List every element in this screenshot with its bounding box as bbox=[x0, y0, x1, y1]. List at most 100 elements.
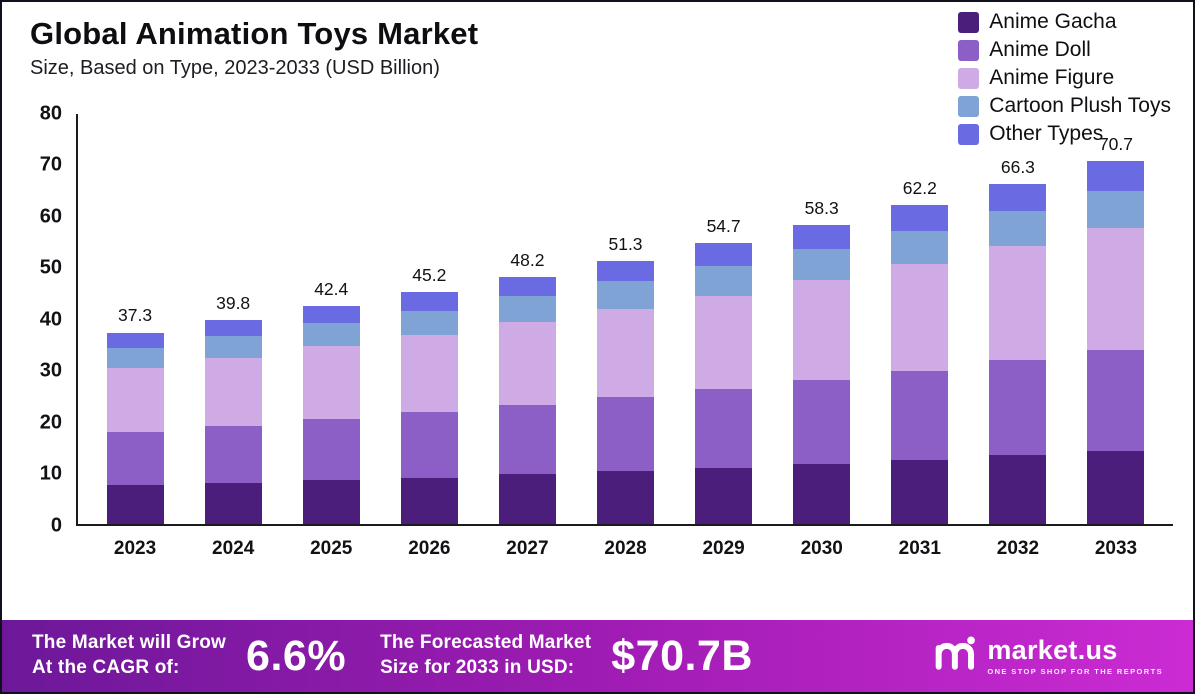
x-axis-label: 2027 bbox=[506, 537, 549, 559]
bar-segment-cartoon-plush-toys bbox=[204, 336, 262, 358]
stacked-bar bbox=[891, 204, 949, 524]
bar-total-label: 54.7 bbox=[706, 216, 741, 237]
x-axis-label: 2032 bbox=[996, 537, 1040, 559]
bar-segment-anime-gacha bbox=[793, 463, 851, 524]
x-axis-label: 2029 bbox=[702, 537, 745, 559]
chart-area: Global Animation Toys Market Size, Based… bbox=[2, 2, 1193, 620]
bar-segment-cartoon-plush-toys bbox=[400, 311, 458, 336]
bar-segment-anime-doll bbox=[891, 370, 949, 461]
chart-region: 0 10 20 30 40 50 60 70 80 37.3 39.8 42.4 45.2 48.2 51… bbox=[20, 102, 1173, 560]
legend: Anime Gacha Anime Doll Anime Figure Cartoon… bbox=[958, 10, 1171, 146]
bar-segment-other-types bbox=[597, 260, 655, 282]
bar-total-label: 70.7 bbox=[1098, 134, 1134, 155]
bar-segment-anime-figure bbox=[793, 280, 851, 381]
bar-segment-other-types bbox=[891, 204, 949, 232]
bar-segment-anime-figure bbox=[989, 246, 1047, 361]
legend-item-other-types: Other Types bbox=[958, 122, 1171, 146]
bar-group-2031: 62.2 bbox=[871, 114, 969, 524]
bar-group-2033: 70.7 bbox=[1067, 114, 1165, 524]
bar-segment-cartoon-plush-toys bbox=[891, 231, 949, 265]
footer-banner: The Market will Grow At the CAGR of: 6.6… bbox=[2, 620, 1193, 692]
bar-segment-anime-doll bbox=[597, 397, 655, 471]
bar-segment-anime-doll bbox=[695, 389, 753, 468]
bar-segment-anime-figure bbox=[695, 295, 753, 390]
bar-group-2029: 54.7 bbox=[675, 114, 773, 524]
x-axis-label: 2031 bbox=[898, 537, 941, 559]
bar-segment-anime-gacha bbox=[498, 473, 556, 524]
x-axis-label: 2024 bbox=[212, 537, 255, 559]
forecast-label-line1: The Forecasted Market bbox=[380, 632, 592, 654]
bar-segment-cartoon-plush-toys bbox=[498, 296, 556, 323]
bar-segment-anime-doll bbox=[400, 412, 458, 478]
stacked-bar bbox=[1087, 161, 1145, 524]
bar-total-label: 37.3 bbox=[118, 305, 153, 326]
bar-group-2025: 42.4 bbox=[282, 114, 380, 524]
x-axis-label: 2026 bbox=[408, 537, 451, 559]
bar-segment-cartoon-plush-toys bbox=[302, 323, 360, 347]
chart-header: Global Animation Toys Market Size, Based… bbox=[30, 16, 1173, 80]
legend-label: Other Types bbox=[989, 122, 1104, 145]
bar-total-label: 42.4 bbox=[314, 279, 349, 300]
y-tick-label: 40 bbox=[39, 308, 62, 331]
legend-item-anime-gacha: Anime Gacha bbox=[958, 10, 1171, 34]
bar-segment-other-types bbox=[989, 183, 1047, 211]
bar-segment-cartoon-plush-toys bbox=[597, 281, 655, 309]
bar-segment-other-types bbox=[695, 243, 753, 267]
x-axis: 2023 2024 2025 2026 2027 2028 2029 2030 2031 2032… bbox=[78, 526, 1173, 560]
bar-segment-anime-figure bbox=[106, 367, 164, 432]
bar-segment-anime-gacha bbox=[989, 455, 1047, 524]
legend-item-anime-figure: Anime Figure bbox=[958, 66, 1171, 90]
bar-group-2030: 58.3 bbox=[773, 114, 871, 524]
bar-total-label: 48.2 bbox=[510, 249, 545, 270]
bar-segment-anime-figure bbox=[400, 335, 458, 413]
stacked-bar bbox=[400, 292, 458, 524]
stacked-bar bbox=[106, 332, 164, 524]
bar-segment-anime-doll bbox=[302, 419, 360, 481]
stacked-bar bbox=[989, 183, 1047, 524]
bar-segment-anime-doll bbox=[793, 380, 851, 464]
stacked-bar bbox=[597, 260, 655, 524]
plot-area: 37.3 39.8 42.4 45.2 48.2 51.3 54.7 58.3 62.2 66.3… bbox=[76, 113, 1173, 526]
bar-total-label: 39.8 bbox=[216, 292, 251, 313]
legend-swatch bbox=[958, 11, 980, 33]
y-tick-label: 0 bbox=[50, 514, 62, 537]
y-tick-label: 70 bbox=[39, 153, 62, 176]
bar-segment-anime-doll bbox=[989, 360, 1047, 456]
bar-segment-cartoon-plush-toys bbox=[793, 248, 851, 281]
y-tick-label: 20 bbox=[39, 411, 62, 434]
bar-segment-anime-doll bbox=[204, 425, 262, 483]
bar-segment-anime-doll bbox=[106, 431, 164, 486]
y-tick-label: 10 bbox=[39, 462, 62, 485]
legend-label: Anime Figure bbox=[989, 66, 1115, 89]
bar-segment-anime-figure bbox=[302, 346, 360, 420]
bar-segment-cartoon-plush-toys bbox=[695, 266, 753, 296]
forecast-label: The Forecasted Market Size for 2033 in U… bbox=[380, 631, 591, 680]
bar-group-2024: 39.8 bbox=[184, 114, 282, 524]
bar-segment-anime-figure bbox=[1087, 228, 1145, 350]
bar-group-2032: 66.3 bbox=[969, 114, 1067, 524]
stacked-bar bbox=[498, 276, 556, 524]
stacked-bar bbox=[695, 243, 753, 524]
bar-segment-anime-figure bbox=[204, 357, 262, 426]
bar-total-label: 62.2 bbox=[902, 177, 937, 198]
legend-swatch bbox=[958, 39, 980, 61]
bar-segment-anime-gacha bbox=[400, 477, 458, 524]
bar-total-label: 45.2 bbox=[412, 265, 447, 285]
x-axis-label: 2025 bbox=[310, 537, 353, 559]
stacked-bar bbox=[204, 319, 262, 524]
x-axis-label: 2030 bbox=[800, 537, 843, 559]
bar-segment-other-types bbox=[498, 276, 556, 297]
bar-segment-anime-figure bbox=[498, 322, 556, 405]
marketus-logo-icon bbox=[931, 633, 977, 680]
x-axis-label: 2023 bbox=[113, 537, 157, 559]
bar-segment-other-types bbox=[400, 292, 458, 311]
bar-segment-other-types bbox=[106, 332, 164, 348]
bar-segment-anime-gacha bbox=[1087, 451, 1145, 524]
y-tick-label: 30 bbox=[39, 359, 62, 382]
x-axis-spacer bbox=[20, 526, 78, 560]
legend-swatch bbox=[958, 67, 980, 89]
bar-segment-anime-doll bbox=[1087, 349, 1145, 452]
legend-label: Anime Gacha bbox=[989, 10, 1117, 33]
bar-total-label: 66.3 bbox=[1000, 156, 1035, 177]
bar-segment-anime-doll bbox=[498, 404, 556, 474]
